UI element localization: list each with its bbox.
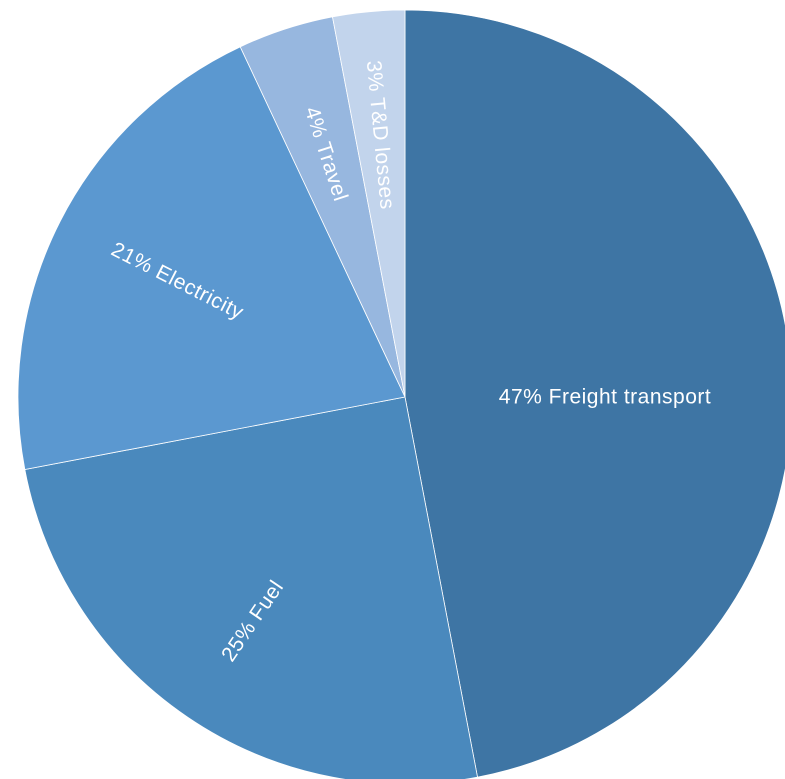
pie-slice-electricity <box>17 46 406 470</box>
pie-label-freight-transport: 47% Freight transport <box>499 386 711 409</box>
pie-slices <box>17 9 785 779</box>
pie-slice-freight-transport <box>404 9 785 778</box>
pie-slice-tandd-losses <box>332 9 406 398</box>
pie-slice-fuel <box>24 396 478 779</box>
